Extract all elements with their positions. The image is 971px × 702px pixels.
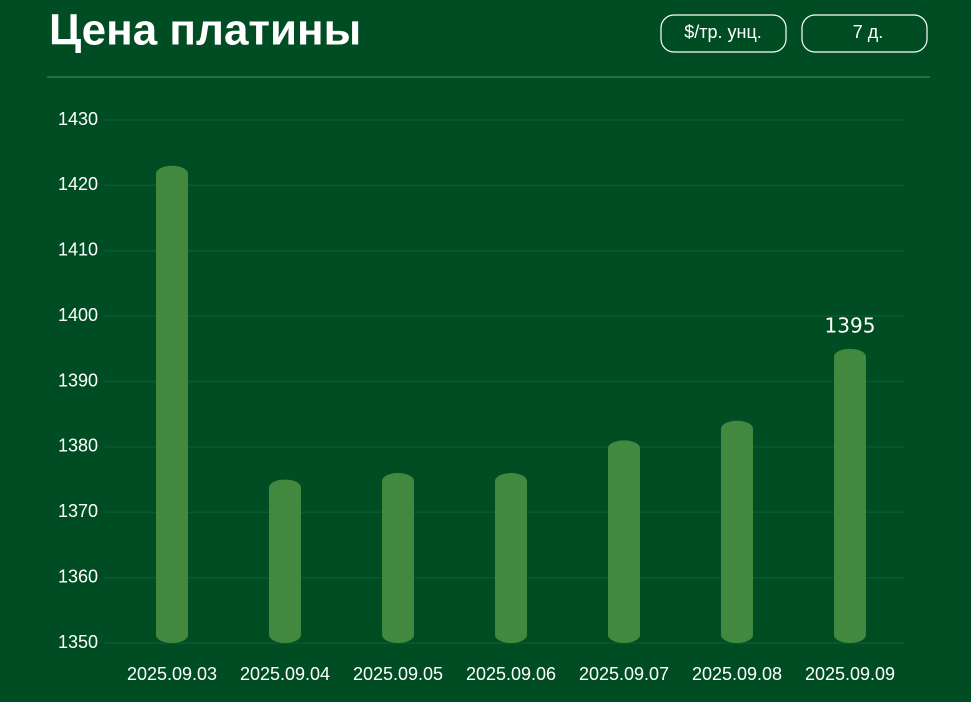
bar (608, 440, 640, 643)
bar (269, 479, 301, 643)
y-tick-label: 1400 (58, 305, 98, 325)
bar (721, 420, 753, 643)
x-tick-label: 2025.09.08 (692, 664, 782, 684)
y-tick-label: 1410 (58, 240, 98, 260)
bar (382, 473, 414, 643)
bar (495, 473, 527, 643)
unit-button-label[interactable]: $/тр. унц. (684, 22, 762, 42)
unit-button[interactable] (660, 14, 787, 53)
y-tick-label: 1360 (58, 566, 98, 586)
y-tick-label: 1430 (58, 109, 98, 129)
y-tick-label: 1350 (58, 632, 98, 652)
x-tick-label: 2025.09.09 (805, 664, 895, 684)
period-button[interactable] (801, 14, 928, 53)
value-label: 1395 (825, 313, 876, 337)
y-tick-label: 1380 (58, 436, 98, 456)
period-button-label[interactable]: 7 д. (853, 22, 884, 42)
x-tick-label: 2025.09.04 (240, 664, 330, 684)
y-tick-label: 1370 (58, 501, 98, 521)
x-tick-label: 2025.09.06 (466, 664, 556, 684)
x-tick-label: 2025.09.07 (579, 664, 669, 684)
chart-title: Цена платины (49, 6, 361, 55)
y-tick-label: 1390 (58, 370, 98, 390)
x-tick-label: 2025.09.05 (353, 664, 443, 684)
x-tick-label: 2025.09.03 (127, 664, 217, 684)
bar (834, 348, 866, 643)
bar (156, 165, 188, 643)
y-tick-label: 1420 (58, 174, 98, 194)
